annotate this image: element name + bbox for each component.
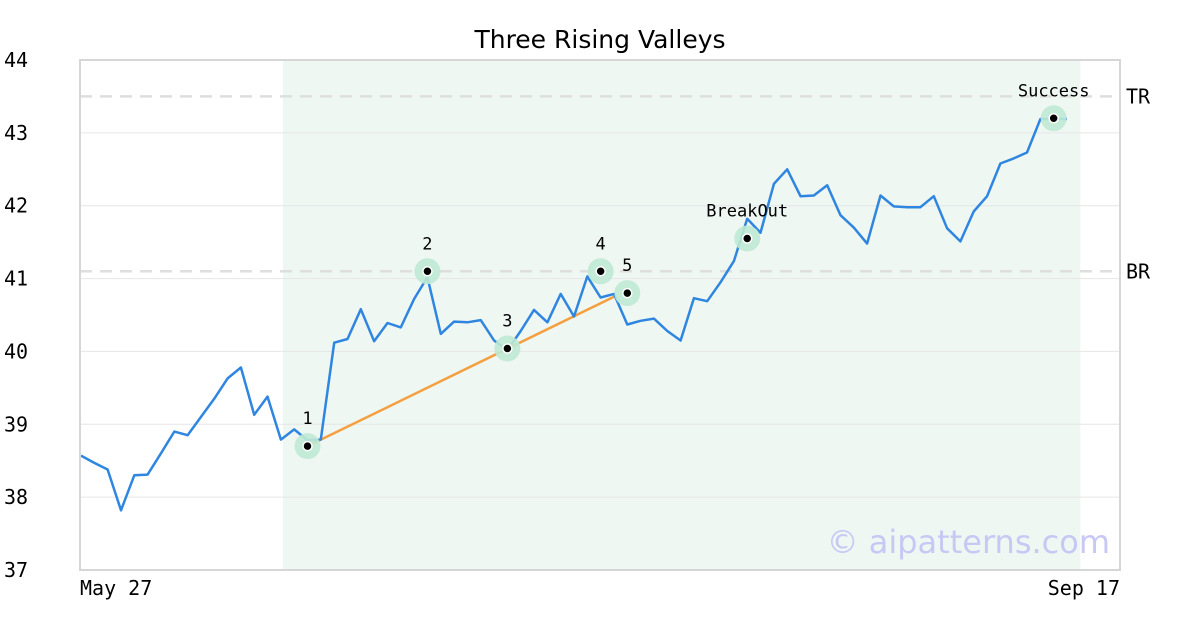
pattern-point-label: 2 bbox=[422, 234, 432, 254]
pattern-point-marker bbox=[1048, 113, 1059, 124]
chart-title: Three Rising Valleys bbox=[473, 25, 725, 54]
y-tick-label: 39 bbox=[4, 412, 28, 436]
grid-layer bbox=[80, 132, 1120, 498]
price-line-layer bbox=[80, 117, 1067, 512]
pattern-point-marker bbox=[622, 287, 633, 299]
pattern-point-marker bbox=[741, 233, 753, 244]
pattern-point-marker bbox=[502, 343, 513, 354]
y-tick-label: 37 bbox=[4, 558, 28, 582]
y-tick-label: 44 bbox=[4, 48, 28, 72]
pattern-points-layer: 1 2 3 45 BreakOut Success bbox=[294, 81, 1090, 460]
trendline bbox=[306, 295, 615, 448]
price-line bbox=[80, 117, 1067, 512]
pattern-point-label: BreakOut bbox=[706, 202, 788, 222]
pattern-point-label: Success bbox=[1018, 81, 1090, 101]
pattern-point-marker bbox=[302, 440, 313, 452]
pattern-point-label: 4 bbox=[596, 234, 606, 254]
reference-label-br: BR bbox=[1126, 259, 1151, 283]
watermark: © aipatterns.com bbox=[827, 523, 1110, 561]
pattern-point-label: 5 bbox=[622, 256, 632, 276]
pattern-point-label: 1 bbox=[302, 409, 312, 429]
y-tick-label: 38 bbox=[4, 485, 28, 509]
pattern-point-marker bbox=[595, 266, 606, 277]
y-tick-label: 40 bbox=[4, 339, 28, 363]
y-tick-label: 41 bbox=[4, 267, 28, 291]
trendline-layer bbox=[306, 295, 615, 448]
x-tick-label-first: May 27 bbox=[80, 576, 152, 600]
x-tick-label-last: Sep 17 bbox=[1048, 576, 1120, 600]
highlight-range bbox=[282, 60, 1081, 570]
y-tick-label: 42 bbox=[4, 194, 28, 218]
background-layer bbox=[282, 60, 1081, 570]
pattern-point-label: 3 bbox=[502, 312, 512, 332]
plot-frame bbox=[79, 59, 1121, 571]
pattern-point-marker bbox=[422, 266, 433, 277]
reference-label-tr: TR bbox=[1126, 84, 1151, 108]
y-tick-label: 43 bbox=[4, 121, 28, 145]
